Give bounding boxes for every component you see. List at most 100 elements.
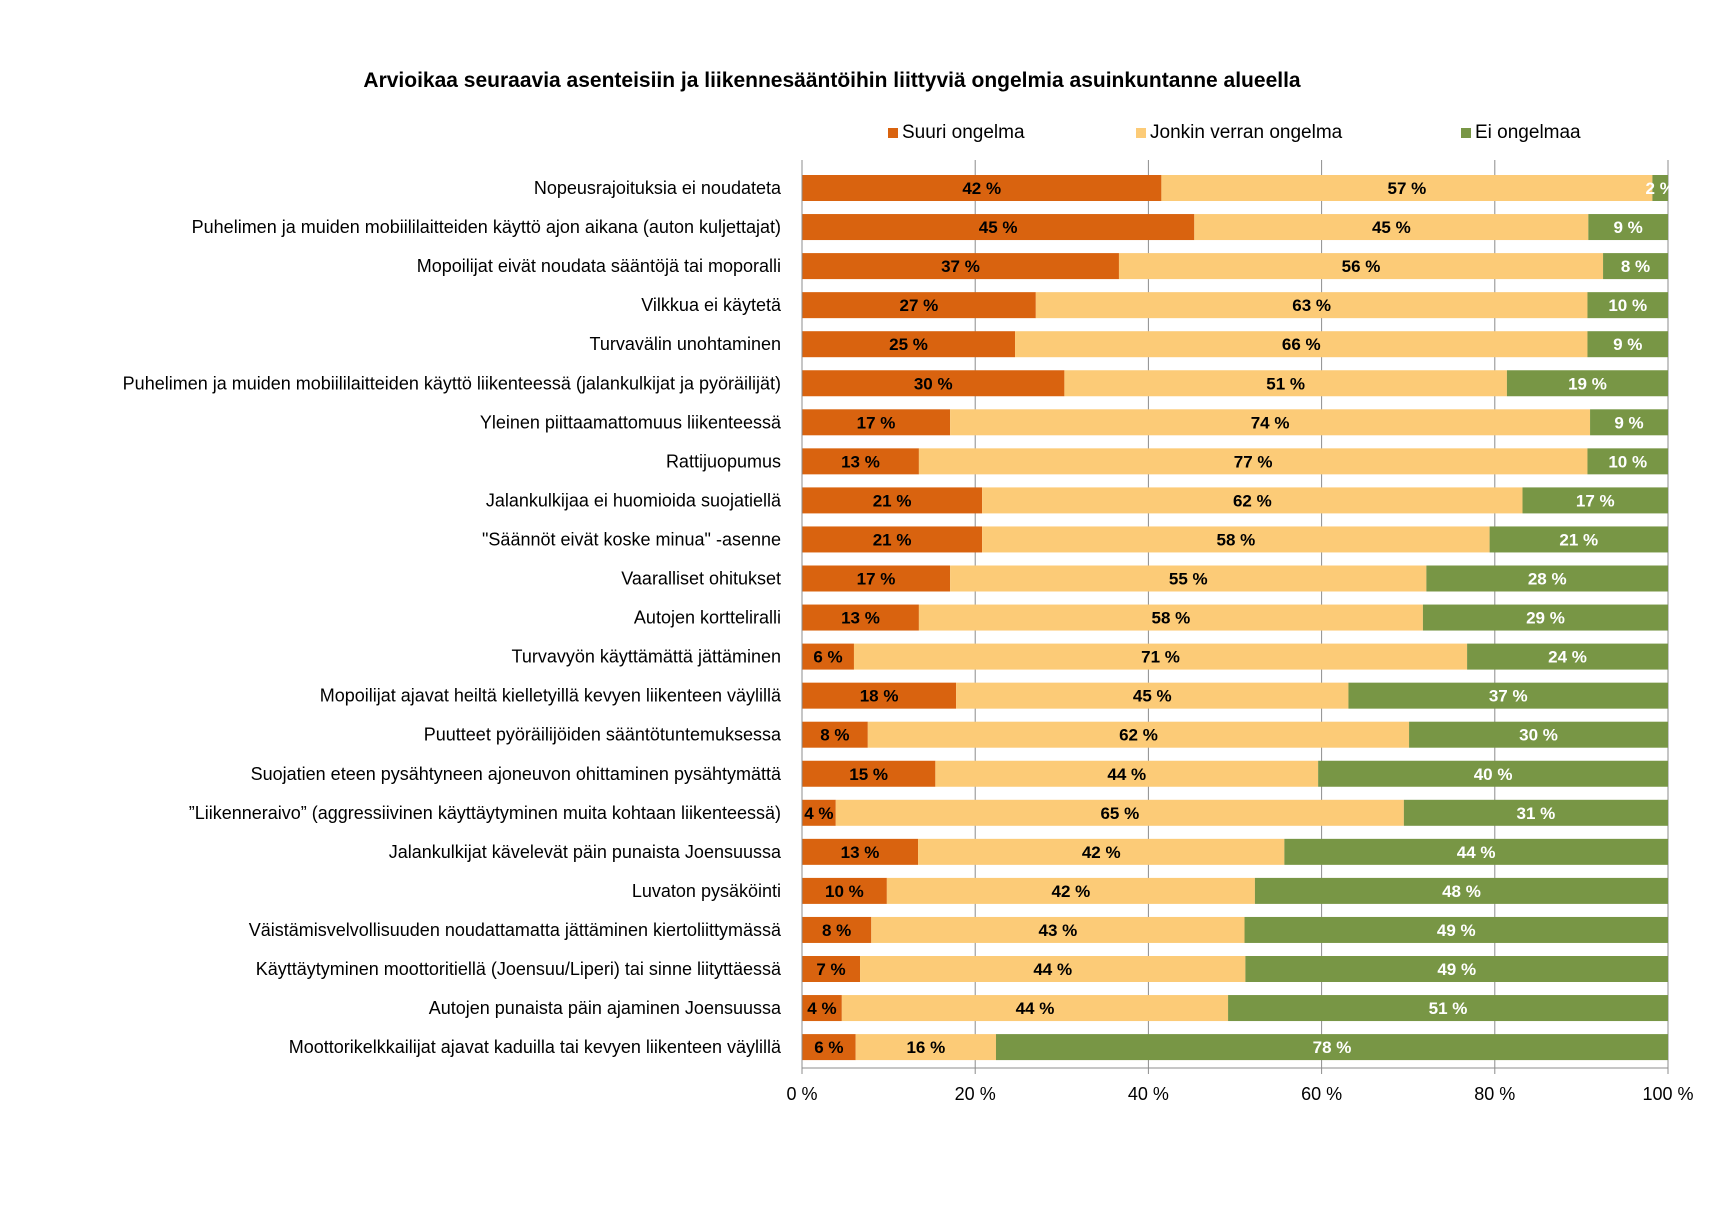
category-label: Turvavyön käyttämättä jättäminen <box>512 647 781 667</box>
data-label: 17 % <box>1576 491 1615 510</box>
category-label: Käyttäytyminen moottoritiellä (Joensuu/L… <box>256 959 782 979</box>
data-label: 45 % <box>979 218 1018 237</box>
bar-segment <box>1587 331 1668 358</box>
data-label: 42 % <box>1082 843 1121 862</box>
bar-segment <box>853 643 1468 670</box>
category-label: Luvaton pysäköinti <box>632 881 781 901</box>
data-label: 16 % <box>906 1038 945 1057</box>
category-label: Vaaralliset ohitukset <box>621 569 781 589</box>
data-label: 62 % <box>1119 726 1158 745</box>
data-label: 10 % <box>1608 296 1647 315</box>
bar-segment <box>1467 643 1668 670</box>
data-label: 28 % <box>1528 570 1567 589</box>
data-label: 25 % <box>889 335 928 354</box>
bar-segment <box>1587 292 1668 319</box>
category-label: Autojen kortteliralli <box>634 608 781 628</box>
bars: 42 % 57 % 2 % 45 % 45 % 9 % 37 % 56 % 8 % 27 % 63 … <box>802 175 1675 1061</box>
x-axis: 0 % 20 % 40 % 60 % 80 % 100 % <box>786 160 1694 1104</box>
category-label: Jalankulkijat kävelevät päin punaista Jo… <box>389 842 782 862</box>
data-label: 71 % <box>1141 648 1180 667</box>
data-label: 4 % <box>804 804 833 823</box>
category-label: Autojen punaista päin ajaminen Joensuuss… <box>429 998 782 1018</box>
bar-segment <box>1161 175 1653 201</box>
data-label: 51 % <box>1266 374 1305 393</box>
bar-segment <box>802 721 868 748</box>
bar-segment <box>802 799 836 826</box>
category-label: Nopeusrajoituksia ei noudateta <box>534 178 782 198</box>
bar-segment <box>1245 956 1668 982</box>
data-label: 10 % <box>1608 452 1647 471</box>
data-label: 17 % <box>857 413 896 432</box>
bar-segment <box>886 877 1255 904</box>
data-label: 31 % <box>1517 804 1556 823</box>
bar-segment <box>802 838 919 865</box>
bar-segment <box>1118 253 1604 280</box>
category-label: Turvavälin unohtaminen <box>590 334 781 354</box>
bar-segment <box>802 526 983 553</box>
bar-segment <box>802 292 1036 319</box>
bar-segment <box>802 409 951 436</box>
bar-segment <box>918 838 1285 865</box>
data-label: 43 % <box>1039 921 1078 940</box>
data-label: 49 % <box>1437 960 1476 979</box>
bar-segment <box>802 995 842 1022</box>
data-label: 62 % <box>1233 491 1272 510</box>
data-label: 8 % <box>820 726 849 745</box>
data-label: 49 % <box>1437 921 1476 940</box>
category-label: Puutteet pyöräilijöiden sääntötuntemukse… <box>424 725 782 745</box>
data-label: 37 % <box>1489 687 1528 706</box>
data-label: 30 % <box>1519 726 1558 745</box>
bar-segment <box>802 956 861 982</box>
bar-segment <box>802 487 983 514</box>
data-label: 51 % <box>1429 999 1468 1018</box>
data-label: 8 % <box>1621 257 1650 276</box>
category-label: Mopoilijat ajavat heiltä kielletyillä ke… <box>320 686 782 706</box>
data-label: 42 % <box>1052 882 1091 901</box>
data-label: 18 % <box>860 687 899 706</box>
bar-segment <box>950 409 1591 436</box>
data-label: 24 % <box>1548 648 1587 667</box>
bar-segment <box>802 448 919 475</box>
bar-segment <box>1348 682 1668 709</box>
data-label: 56 % <box>1342 257 1381 276</box>
data-label: 9 % <box>1614 413 1643 432</box>
data-label: 44 % <box>1033 960 1072 979</box>
category-label: ”Liikenneraivo” (aggressiivinen käyttäyt… <box>189 803 781 823</box>
bar-segment <box>841 995 1229 1022</box>
bar-segment <box>1652 175 1668 201</box>
data-label: 13 % <box>841 452 880 471</box>
data-label: 21 % <box>1559 530 1598 549</box>
data-label: 77 % <box>1234 452 1273 471</box>
bar-segment <box>1015 331 1588 358</box>
category-label: "Säännöt eivät koske minua" -asenne <box>482 529 781 549</box>
category-label: Yleinen piittaamattomuus liikenteessä <box>480 412 782 432</box>
data-label: 6 % <box>813 648 842 667</box>
bar-segment <box>1318 760 1668 787</box>
x-tick-label: 0 % <box>786 1084 817 1104</box>
bar-segment <box>802 1034 856 1061</box>
data-label: 55 % <box>1169 570 1208 589</box>
category-label: Puhelimen ja muiden mobiililaitteiden kä… <box>192 217 781 237</box>
bar-segment <box>918 448 1588 475</box>
bar-segment <box>1409 721 1668 748</box>
category-label: Moottorikelkkailijat ajavat kaduilla tai… <box>289 1037 782 1057</box>
data-label: 65 % <box>1100 804 1139 823</box>
bar-segment <box>1590 409 1668 436</box>
bar-segment <box>802 760 936 787</box>
legend-label: Suuri ongelma <box>902 122 1025 143</box>
data-label: 21 % <box>873 491 912 510</box>
bar-segment <box>802 331 1016 358</box>
x-tick-label: 20 % <box>955 1084 996 1104</box>
bar-segment <box>871 916 1245 943</box>
data-label: 19 % <box>1568 374 1607 393</box>
data-label: 44 % <box>1016 999 1055 1018</box>
data-label: 45 % <box>1133 687 1172 706</box>
bar-segment <box>982 526 1490 553</box>
bar-segment <box>1426 565 1668 592</box>
data-label: 15 % <box>849 765 888 784</box>
bar-segment <box>1284 838 1668 865</box>
data-label: 58 % <box>1152 609 1191 628</box>
data-label: 30 % <box>914 374 953 393</box>
bar-segment <box>860 956 1246 982</box>
